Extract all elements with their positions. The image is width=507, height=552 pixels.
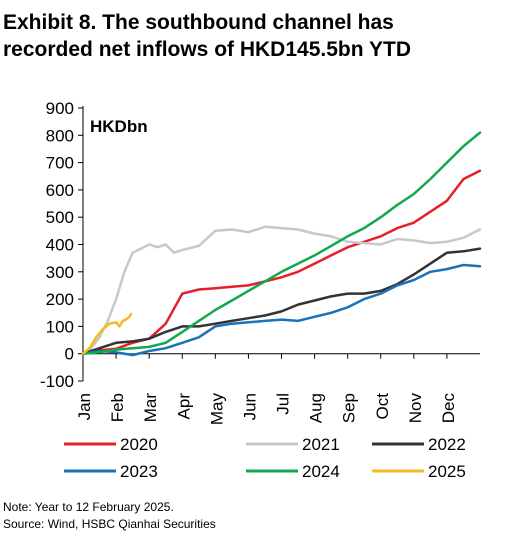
y-tick-label: 400 (46, 236, 74, 255)
y-tick-label: 600 (46, 181, 74, 200)
x-tick-label: Nov (406, 393, 425, 424)
chart-notes: Note: Year to 12 February 2025. Source: … (3, 499, 216, 533)
y-tick-label: 700 (46, 154, 74, 173)
y-tick-label: 900 (46, 99, 74, 118)
x-tick-label: Aug (307, 393, 326, 423)
legend-label-2022: 2022 (428, 435, 466, 454)
line-chart: -100 0 100 200 300 400 500 600 700 800 900 Jan Feb Ma… (40, 99, 482, 481)
chart-title-line-1: Exhibit 8. The southbound channel has (3, 11, 394, 34)
legend-label-2023: 2023 (120, 462, 158, 481)
note-text: Note: Year to 12 February 2025. (3, 500, 174, 514)
series-line-2021 (81, 225, 482, 355)
x-tick-label: Oct (373, 393, 392, 420)
series-line-2023 (81, 263, 482, 357)
legend-label-2020: 2020 (120, 435, 158, 454)
x-tick-label: Jan (75, 393, 94, 420)
x-tick-label: May (207, 393, 226, 426)
chart-title: Exhibit 8. The southbound channel has re… (3, 9, 503, 63)
x-tick-label: Sep (340, 393, 359, 423)
y-tick-label: 100 (46, 317, 74, 336)
y-tick-label: 0 (65, 345, 74, 364)
series-line-2024 (81, 131, 482, 355)
series-line-2025 (81, 312, 133, 355)
unit-label: HKDbn (90, 117, 148, 136)
y-tick-label: 300 (46, 263, 74, 282)
x-tick-label: Apr (174, 393, 193, 420)
chart-title-line-2: recorded net inflows of HKD145.5bn YTD (3, 38, 412, 61)
x-tick-label: Dec (439, 393, 458, 424)
x-tick-label: Jul (274, 393, 293, 415)
y-tick-label: 500 (46, 208, 74, 227)
y-tick-label: 800 (46, 126, 74, 145)
y-tick-label: -100 (40, 372, 74, 391)
series-line-2022 (81, 247, 482, 355)
x-tick-label: Jun (240, 393, 259, 420)
source-text: Source: Wind, HSBC Qianhai Securities (3, 517, 216, 531)
x-tick-label: Mar (141, 393, 160, 423)
x-tick-label: Feb (108, 393, 127, 422)
y-tick-label: 200 (46, 290, 74, 309)
legend-label-2021: 2021 (302, 435, 340, 454)
legend-label-2024: 2024 (302, 462, 340, 481)
legend-label-2025: 2025 (428, 462, 466, 481)
series-line-2020 (81, 169, 482, 355)
